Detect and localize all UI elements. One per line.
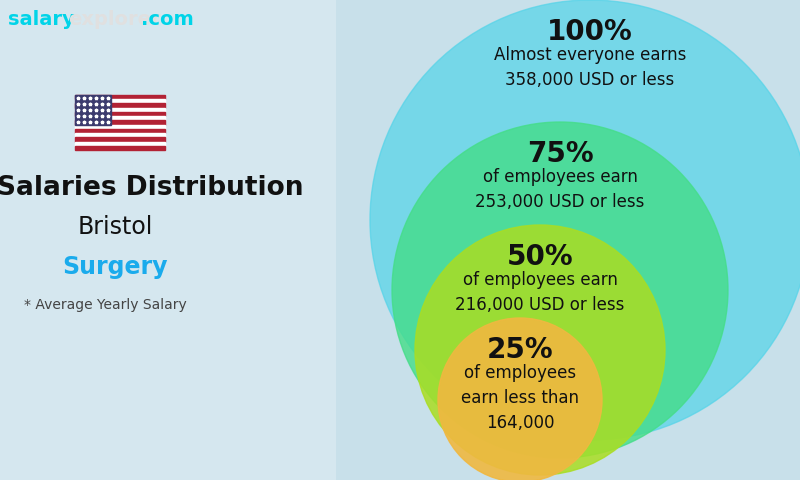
Bar <box>75 95 165 99</box>
Text: 100%: 100% <box>547 18 633 46</box>
Text: Surgery: Surgery <box>62 255 168 279</box>
Bar <box>75 104 165 108</box>
Text: salary: salary <box>8 10 74 29</box>
Text: of employees earn
216,000 USD or less: of employees earn 216,000 USD or less <box>455 271 625 314</box>
Text: of employees
earn less than
164,000: of employees earn less than 164,000 <box>461 364 579 432</box>
FancyBboxPatch shape <box>0 0 336 480</box>
Text: explorer: explorer <box>68 10 161 29</box>
Text: Almost everyone earns
358,000 USD or less: Almost everyone earns 358,000 USD or les… <box>494 46 686 89</box>
Bar <box>75 116 165 120</box>
Bar <box>75 137 165 142</box>
Text: 50%: 50% <box>506 243 574 271</box>
Text: of employees earn
253,000 USD or less: of employees earn 253,000 USD or less <box>475 168 645 211</box>
Bar <box>75 146 165 150</box>
Text: 25%: 25% <box>486 336 554 364</box>
Bar <box>75 112 165 116</box>
Bar <box>75 125 165 129</box>
Circle shape <box>392 122 728 458</box>
Bar <box>75 142 165 146</box>
Circle shape <box>438 318 602 480</box>
Circle shape <box>415 225 665 475</box>
Text: Bristol: Bristol <box>78 215 153 239</box>
Bar <box>75 108 165 112</box>
Bar <box>75 133 165 137</box>
Bar <box>75 129 165 133</box>
Bar <box>75 95 111 125</box>
Text: Salaries Distribution: Salaries Distribution <box>0 175 303 201</box>
Text: .com: .com <box>141 10 194 29</box>
Text: * Average Yearly Salary: * Average Yearly Salary <box>24 298 186 312</box>
Bar <box>75 120 165 125</box>
Circle shape <box>370 0 800 440</box>
Text: 75%: 75% <box>526 140 594 168</box>
Bar <box>75 99 165 104</box>
